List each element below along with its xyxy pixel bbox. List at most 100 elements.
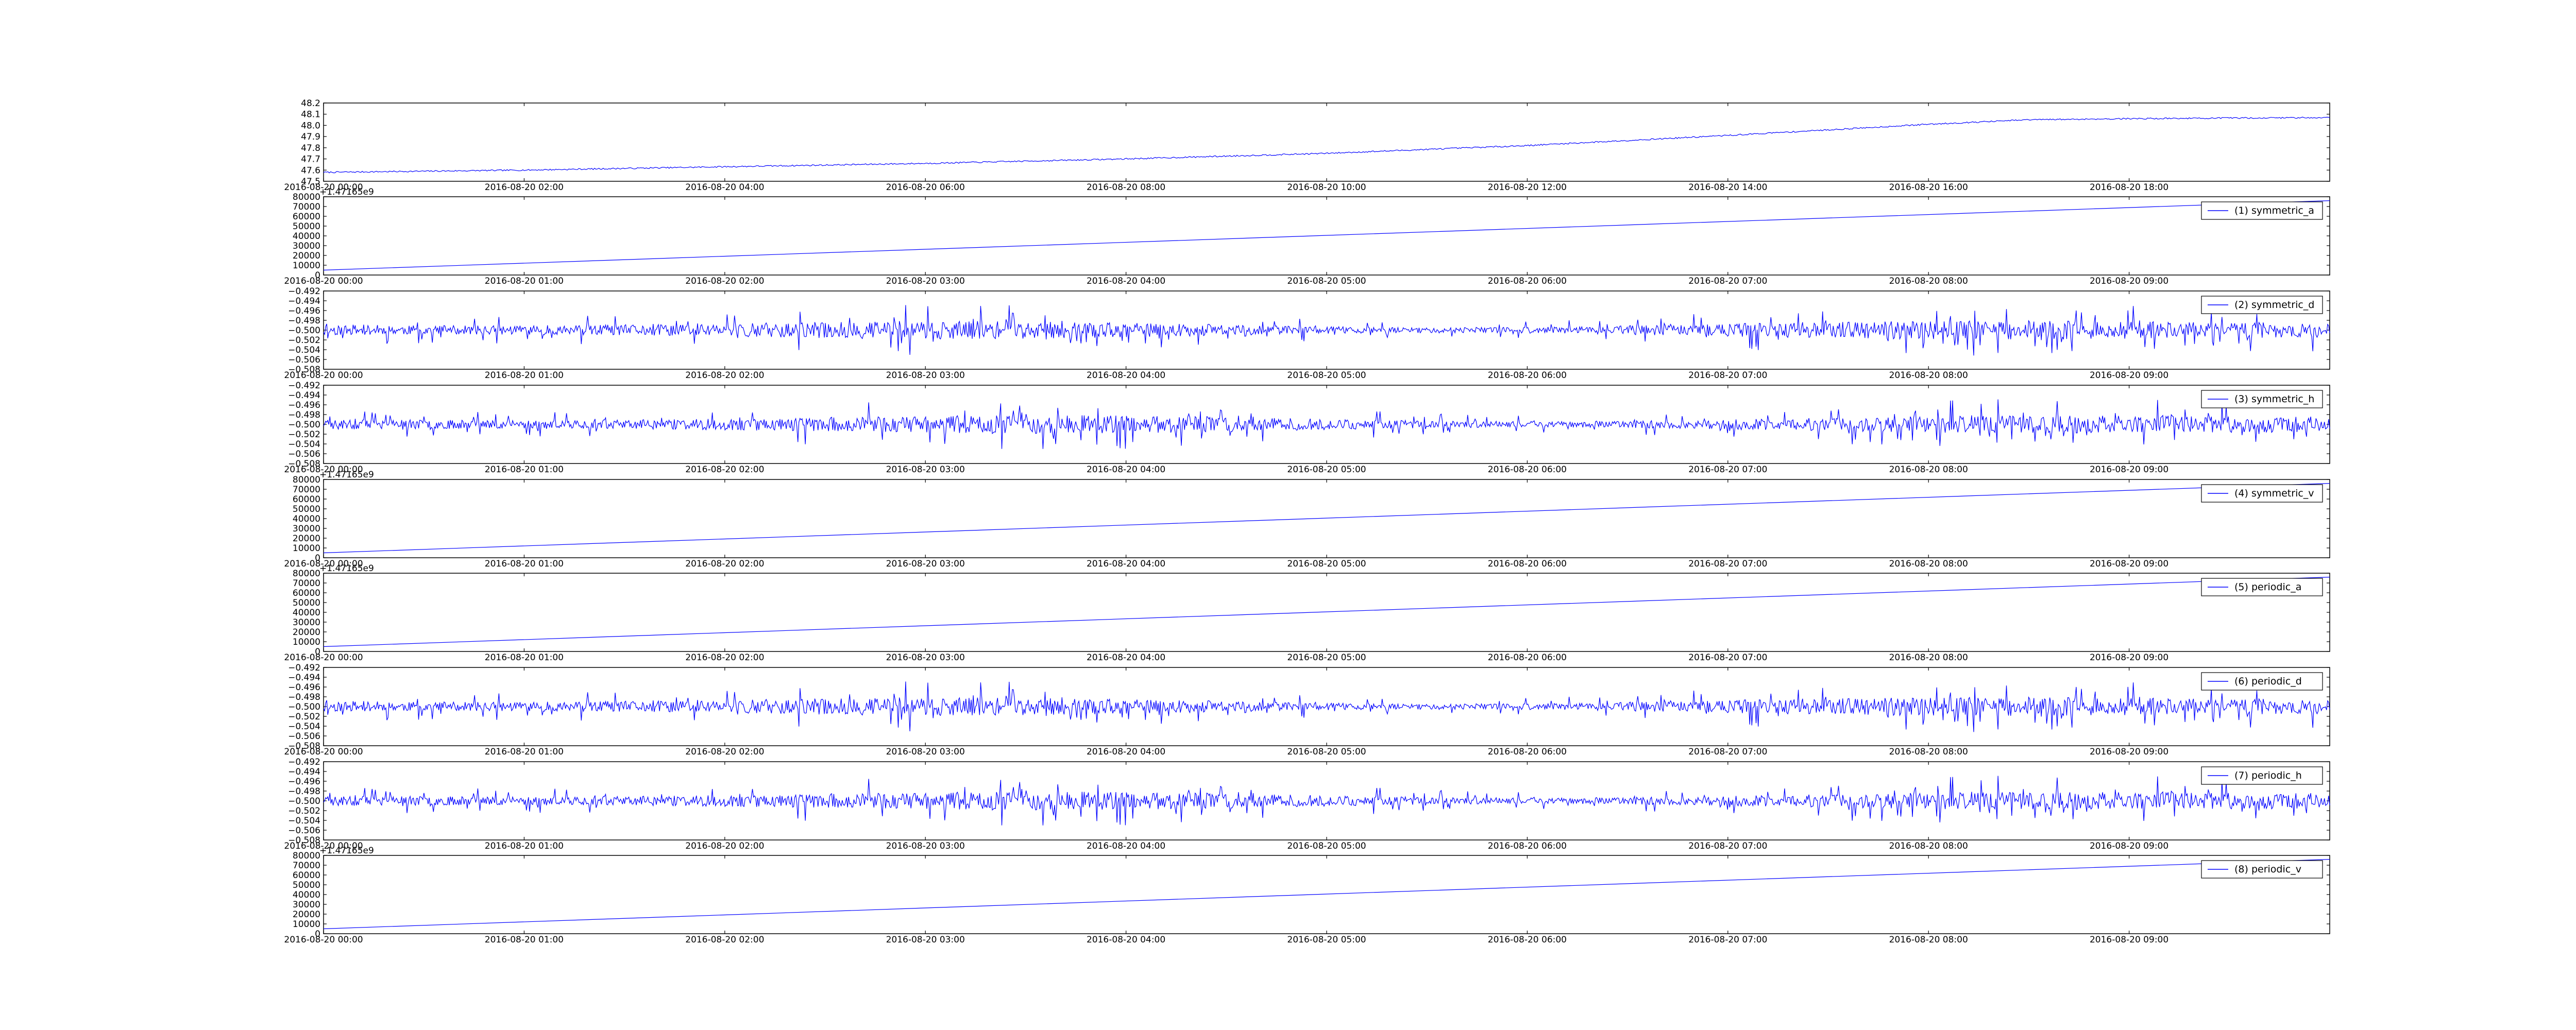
y-tick-label: 80000 [293,851,320,861]
x-tick-label: 2016-08-20 03:00 [886,370,965,381]
y-tick-label: 50000 [293,504,320,514]
x-tick-label: 2016-08-20 00:00 [284,653,363,663]
x-tick-label: 2016-08-20 07:00 [1688,653,1767,663]
x-tick-label: 2016-08-20 02:00 [685,935,764,945]
legend-label: (1) symmetric_a [2234,205,2314,216]
plot-frame [323,196,2330,276]
x-tick-label: 2016-08-20 06:00 [1488,935,1567,945]
y-tick-label: 80000 [293,192,320,202]
x-tick-label: 2016-08-20 04:00 [1087,559,1165,569]
y-tick-label: 70000 [293,861,320,871]
subplot-5: 2016-08-20 00:00 2016-08-20 01:00 2016-08-… [284,470,2330,569]
y-tick-label: −0.494 [288,673,320,683]
series-line [323,116,2330,174]
y-tick-label: 60000 [293,212,320,222]
legend-label: (5) periodic_a [2234,581,2301,593]
x-tick-label: 2016-08-20 04:00 [1087,841,1165,851]
y-tick-label: 70000 [293,485,320,495]
x-tick-label: 2016-08-20 16:00 [1889,182,1968,193]
y-tick-label: −0.500 [288,796,320,806]
x-tick-label: 2016-08-20 00:00 [284,465,363,475]
y-tick-label: 47.6 [301,165,320,176]
plot-frame [323,667,2330,746]
y-tick-label: 20000 [293,534,320,544]
x-tick-label: 2016-08-20 09:00 [2090,465,2168,475]
subplot-6: 2016-08-20 00:00 2016-08-20 01:00 2016-08-… [284,563,2330,663]
x-tick-label: 2016-08-20 05:00 [1287,370,1366,381]
y-tick-label: −0.500 [288,702,320,712]
x-tick-label: 2016-08-20 01:00 [485,370,564,381]
legend-label: (6) periodic_d [2234,676,2302,687]
y-tick-label: 10000 [293,543,320,554]
y-tick-label: −0.500 [288,325,320,336]
x-tick-label: 2016-08-20 05:00 [1287,747,1366,757]
series-line [323,305,2330,356]
x-tick-label: 2016-08-20 05:00 [1287,559,1366,569]
x-tick-label: 2016-08-20 04:00 [1087,653,1165,663]
x-tick-label: 2016-08-20 02:00 [685,747,764,757]
legend: (7) periodic_h [2201,766,2323,785]
y-tick-label: 20000 [293,627,320,638]
x-tick-label: 2016-08-20 05:00 [1287,653,1366,663]
y-tick-label: −0.508 [288,365,320,375]
x-tick-label: 2016-08-20 14:00 [1688,182,1767,193]
legend: (4) symmetric_v [2201,484,2323,503]
y-tick-label: −0.498 [288,692,320,702]
y-tick-label: 10000 [293,261,320,271]
x-tick-label: 2016-08-20 02:00 [685,370,764,381]
x-tick-label: 2016-08-20 07:00 [1688,841,1767,851]
y-offset-label: +1.47165e9 [319,187,374,197]
y-tick-label: −0.506 [288,826,320,836]
x-tick-label: 2016-08-20 18:00 [2090,182,2168,193]
y-tick-label: −0.498 [288,316,320,326]
y-tick-label: −0.504 [288,345,320,355]
y-tick-label: −0.504 [288,439,320,450]
legend-label: (7) periodic_h [2234,770,2302,781]
plot-frame [323,290,2330,370]
x-tick-label: 2016-08-20 06:00 [1488,370,1567,381]
y-tick-label: 40000 [293,608,320,618]
legend: (3) symmetric_h [2201,390,2323,408]
plot-frame [323,102,2330,182]
y-tick-label: 47.5 [301,177,320,187]
y-tick-label: −0.494 [288,767,320,777]
y-tick-label: 80000 [293,569,320,579]
x-tick-label: 2016-08-20 01:00 [485,747,564,757]
subplot-2: 2016-08-20 00:00 2016-08-20 01:00 2016-08-… [284,187,2330,286]
x-tick-label: 2016-08-20 03:00 [886,465,965,475]
legend: (1) symmetric_a [2201,201,2323,220]
x-tick-label: 2016-08-20 09:00 [2090,559,2168,569]
x-tick-label: 2016-08-20 09:00 [2090,935,2168,945]
y-tick-label: −0.508 [288,741,320,751]
y-tick-label: −0.504 [288,722,320,732]
legend: (6) periodic_d [2201,672,2323,691]
series-line [323,483,2330,554]
legend: (5) periodic_a [2201,578,2323,596]
x-tick-label: 2016-08-20 00:00 [284,370,363,381]
y-tick-label: −0.496 [288,400,320,410]
y-tick-label: −0.492 [288,757,320,767]
y-tick-label: −0.506 [288,449,320,459]
y-tick-label: −0.498 [288,410,320,420]
x-tick-label: 2016-08-20 01:00 [485,465,564,475]
legend-label: (4) symmetric_v [2234,488,2314,499]
y-tick-label: −0.506 [288,355,320,365]
x-tick-label: 2016-08-20 03:00 [886,276,965,286]
y-tick-label: 48.0 [301,121,320,131]
x-tick-label: 2016-08-20 02:00 [685,841,764,851]
x-tick-label: 2016-08-20 00:00 [284,935,363,945]
y-tick-label: −0.492 [288,286,320,297]
y-tick-label: 30000 [293,241,320,251]
y-tick-label: 70000 [293,578,320,589]
y-tick-label: 0 [315,929,320,939]
y-tick-label: −0.496 [288,777,320,787]
x-tick-label: 2016-08-20 03:00 [886,747,965,757]
x-tick-label: 2016-08-20 07:00 [1688,747,1767,757]
y-tick-label: −0.502 [288,712,320,722]
x-tick-label: 2016-08-20 00:00 [284,276,363,286]
y-tick-label: 20000 [293,251,320,261]
y-tick-label: 0 [315,270,320,281]
y-tick-label: 30000 [293,900,320,910]
y-tick-label: 47.7 [301,154,320,165]
